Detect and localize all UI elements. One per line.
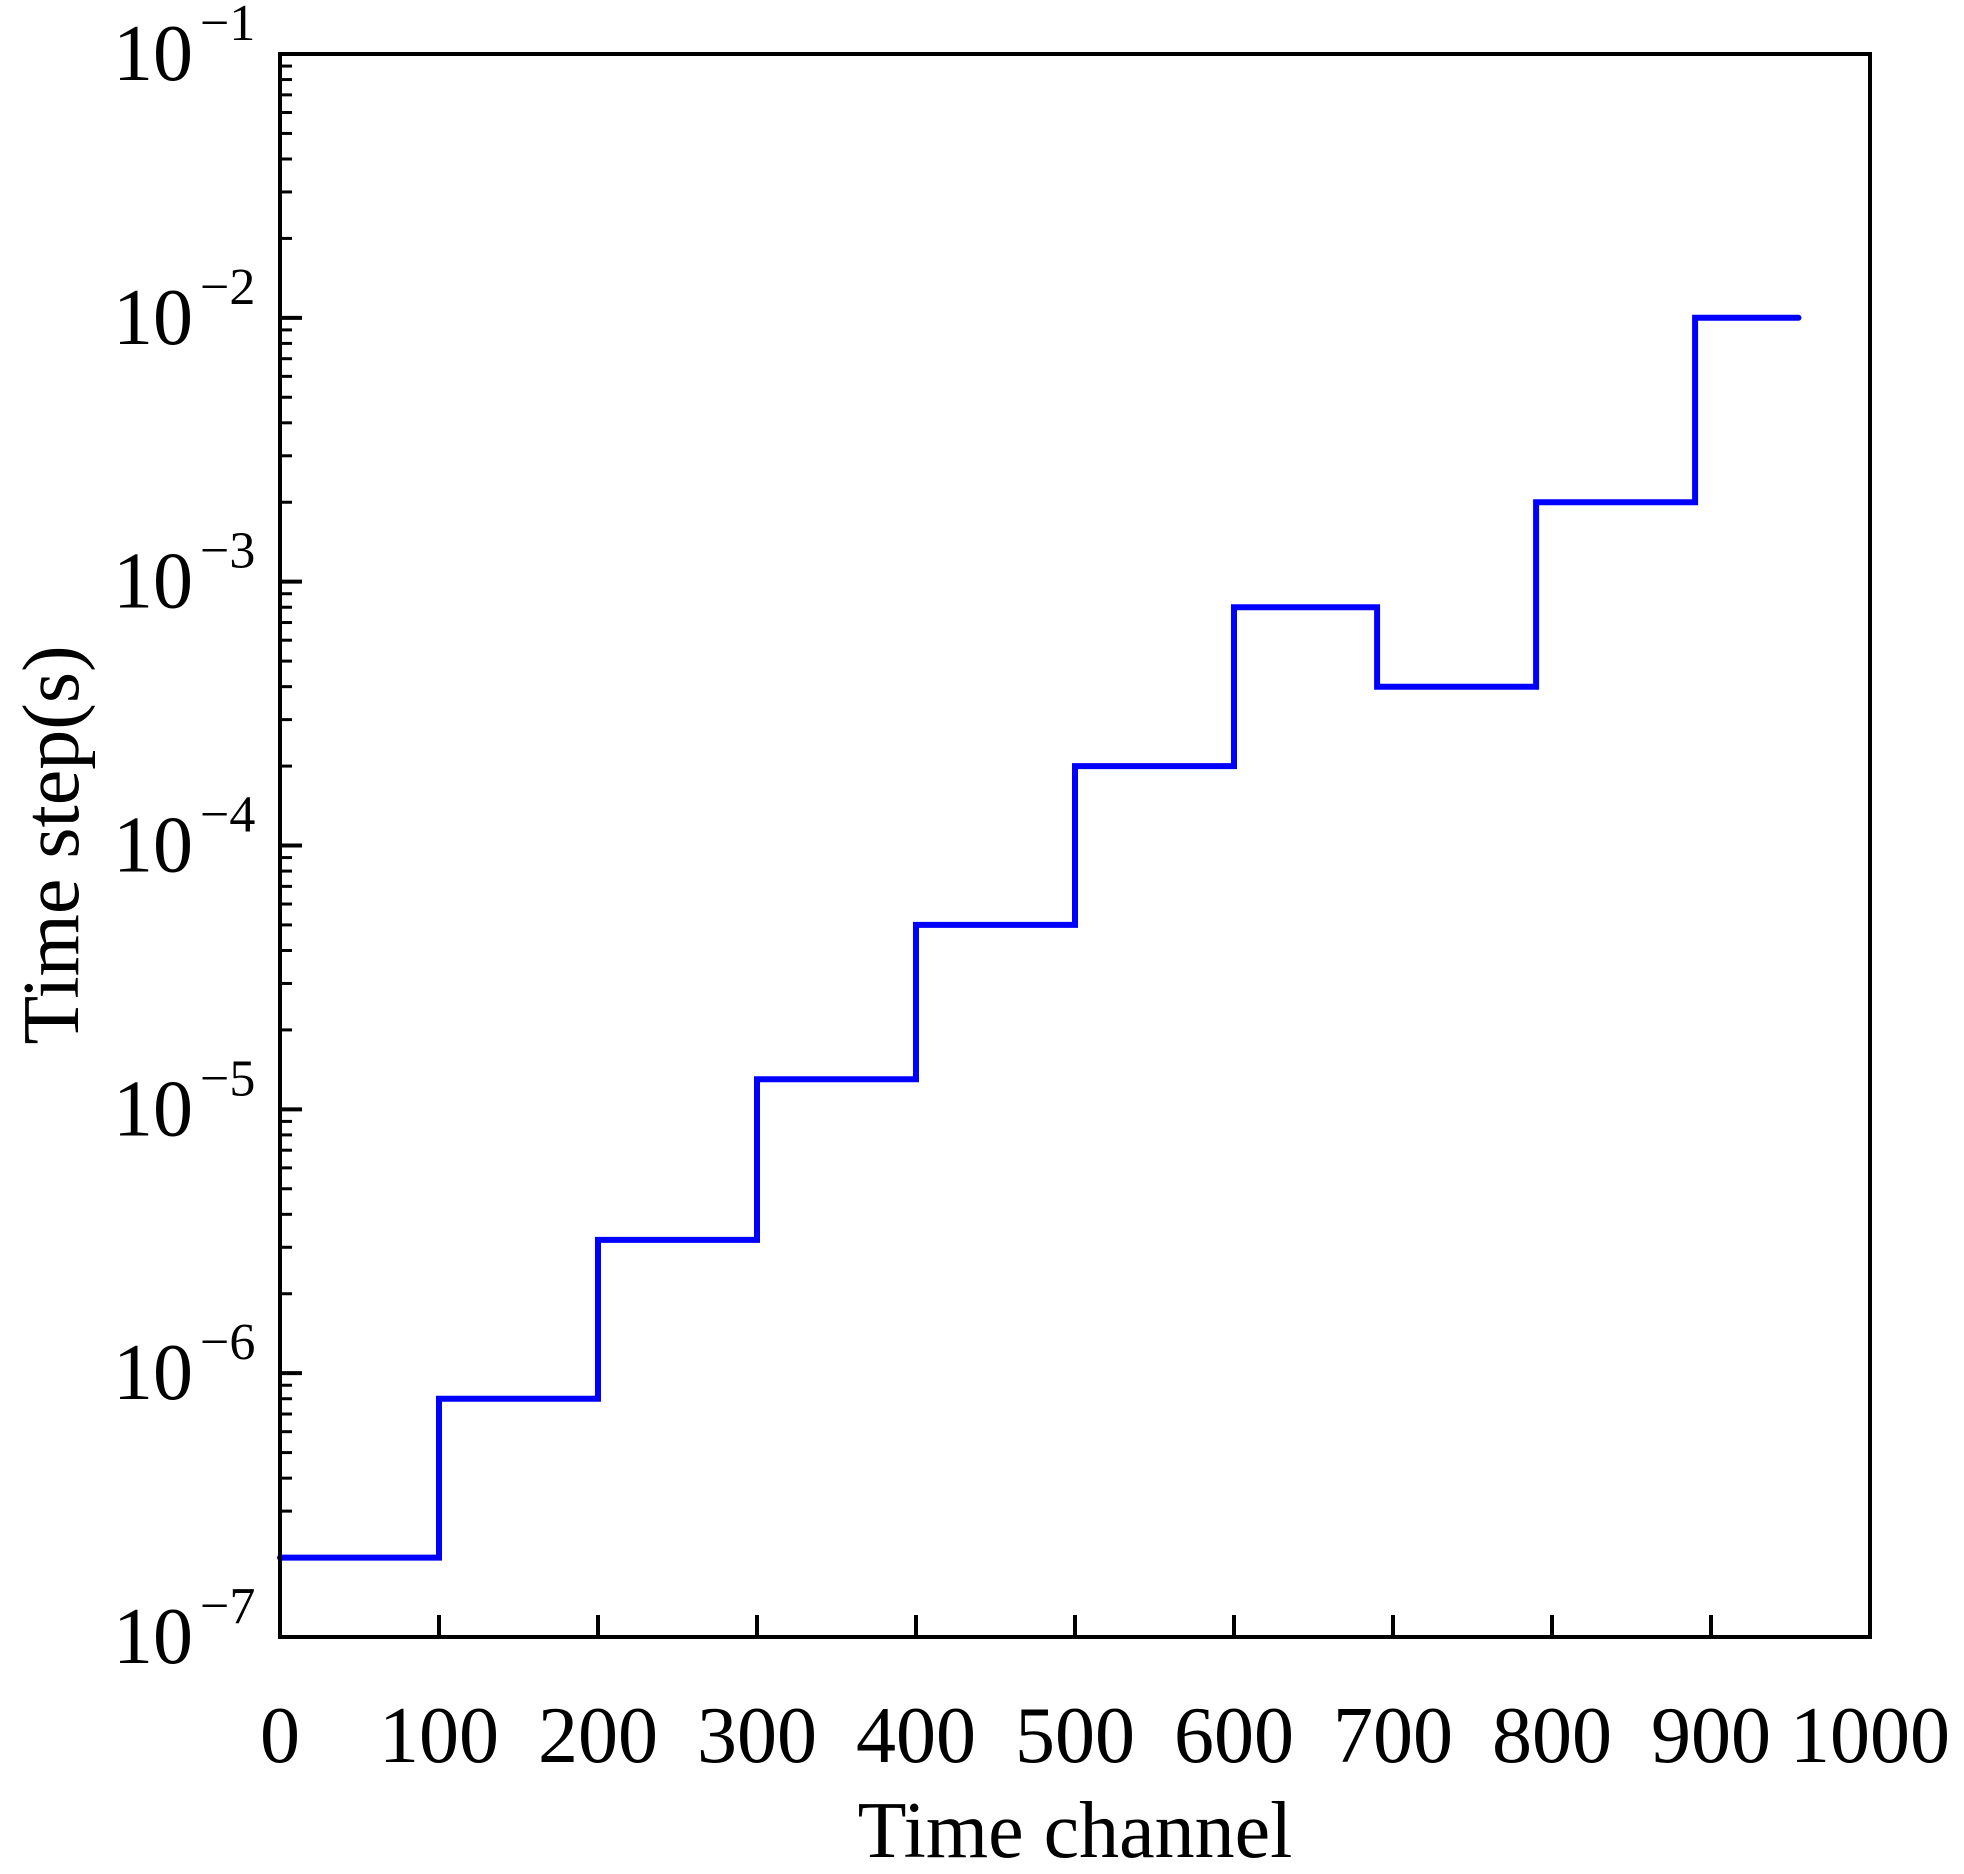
y-tick-exponent: −5: [200, 1050, 255, 1107]
y-tick-exponent: −4: [200, 787, 255, 844]
y-tick-exponent: −6: [200, 1314, 255, 1371]
y-tick-label: 10 −7: [113, 1578, 255, 1681]
x-tick-label: 700: [1333, 1692, 1453, 1780]
x-tick-label: 900: [1651, 1692, 1771, 1780]
x-tick-label: 600: [1174, 1692, 1294, 1780]
plot-frame: [278, 52, 1872, 1639]
series-layer: [277, 314, 1802, 1561]
x-tick-label: 400: [856, 1692, 976, 1780]
y-tick-label: 10 −2: [113, 259, 255, 362]
x-tick-label: 800: [1492, 1692, 1612, 1780]
x-tick-label: 500: [1015, 1692, 1135, 1780]
y-tick-exponent: −3: [200, 523, 255, 580]
y-tick-exponent: −7: [200, 1578, 255, 1635]
x-tick-label: 0: [260, 1692, 300, 1780]
x-tick-labels: 0 100 200 300 400 500 600 700 800 900 1000: [260, 1692, 1950, 1780]
y-tick-label: 10 −1: [113, 0, 255, 98]
x-tick-label: 200: [538, 1692, 658, 1780]
x-tick-label: 100: [379, 1692, 499, 1780]
y-tick-exponent: −1: [200, 0, 255, 52]
x-axis-title: Time channel: [858, 1787, 1293, 1874]
y-tick-exponent: −2: [200, 259, 255, 316]
y-tick-labels: 10−7 10−6 10−5 10−4 10−3 10−2 10−1: [113, 0, 255, 1681]
y-tick-label: 10 −3: [113, 523, 255, 626]
y-tick-label: 10 −6: [113, 1314, 255, 1417]
y-tick-label: 10 −5: [113, 1050, 255, 1153]
x-tick-label: 1000: [1790, 1692, 1950, 1780]
y-axis-title: Time step(s): [8, 645, 96, 1044]
y-tick-label: 10 −4: [113, 787, 255, 890]
x-tick-label: 300: [697, 1692, 817, 1780]
series-line: [277, 314, 1802, 1561]
